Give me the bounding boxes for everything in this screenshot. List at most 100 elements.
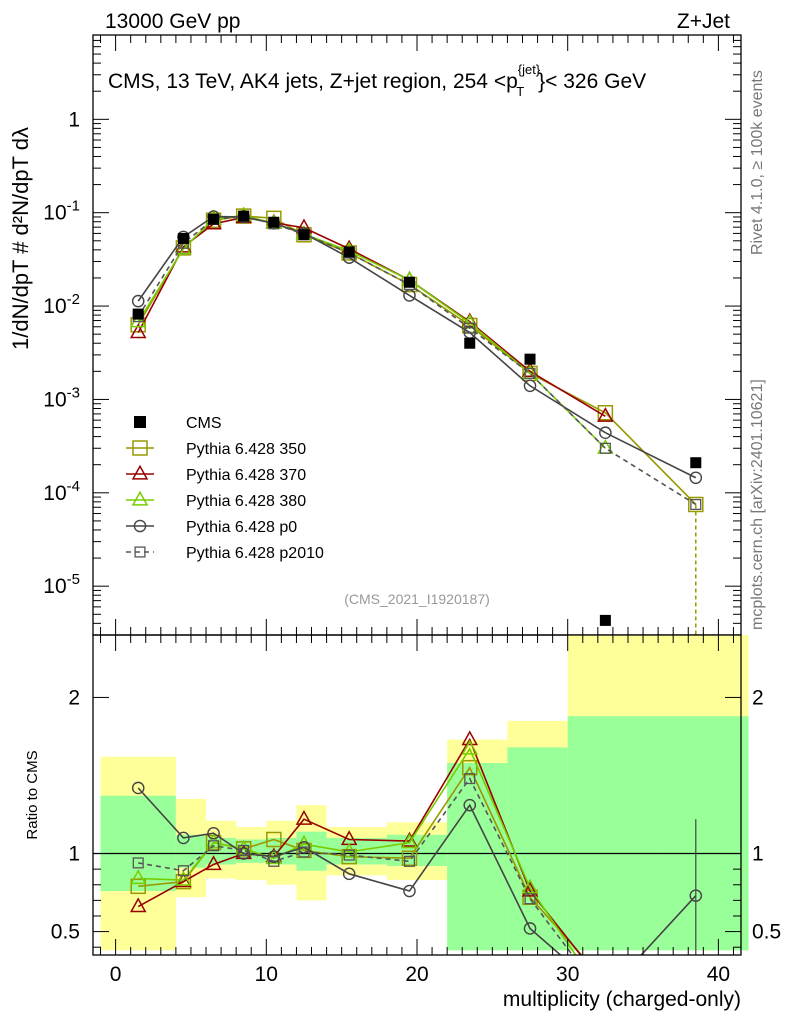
mc-marker-small-square — [208, 840, 220, 852]
series-line — [137, 215, 697, 506]
mc-marker-triangle — [295, 809, 313, 825]
rivet-version-text: Rivet 4.1.0, ≥ 100k events — [749, 70, 766, 255]
mc-marker-circle — [463, 798, 477, 812]
ratio-line — [137, 737, 582, 955]
x-tick-label: 10 — [255, 963, 278, 986]
legend-label: Pythia 6.428 p0 — [186, 519, 297, 536]
cms-data-point — [403, 276, 415, 288]
mc-marker-square — [205, 212, 222, 228]
mc-marker-small-square — [464, 773, 476, 785]
mc-marker-triangle — [461, 730, 479, 746]
cms-data-point — [464, 337, 476, 349]
legend-label: CMS — [186, 415, 222, 432]
band-green — [175, 834, 207, 868]
ratio-line — [138, 747, 577, 955]
mc-marker-triangle — [521, 881, 539, 897]
cms-data-point — [599, 614, 611, 626]
mc-marker-circle — [131, 781, 145, 795]
mc-marker-small-square — [177, 865, 189, 877]
y-tick-label: 10-3 — [43, 384, 80, 411]
cms-data-point — [238, 210, 250, 222]
mc-marker-circle — [599, 426, 612, 440]
ratio-y-tick-label: 1 — [752, 843, 764, 866]
source-text: mcplots.cern.ch [arXiv:2401.10621] — [749, 379, 766, 630]
mc-marker-small-square — [524, 367, 536, 379]
x-tick-label: 40 — [707, 963, 730, 986]
band-green — [447, 763, 508, 951]
mc-marker-square — [401, 850, 418, 866]
ratio-y-tick-label: 0.5 — [51, 921, 80, 944]
mc-marker-square — [461, 759, 478, 776]
legend-label: Pythia 6.428 380 — [186, 493, 306, 510]
ratio-y-axis-label: Ratio to CMS — [24, 750, 41, 839]
mc-marker-triangle — [205, 855, 222, 871]
mc-marker-small-square — [464, 322, 476, 334]
mc-marker-circle — [237, 847, 250, 860]
mc-marker-small-square — [268, 855, 280, 867]
mc-marker-triangle — [175, 870, 192, 886]
mc-marker-small-square — [298, 846, 310, 858]
ratio-panel-axes: 0 10 20 30 40 0.5 0.5 1 1 2 2 — [51, 635, 781, 986]
mc-marker-small-square — [690, 498, 702, 511]
mc-marker-circle — [267, 850, 281, 863]
main-y-axis-label: 1/dN/dpT # d²N/dpT dλ — [8, 127, 33, 350]
x-tick-label: 20 — [405, 963, 428, 986]
mc-marker-circle — [133, 519, 147, 533]
ratio-frame — [92, 634, 742, 956]
mc-marker-triangle — [521, 878, 539, 894]
mc-marker-small-square — [599, 442, 611, 454]
mc-marker-circle — [403, 884, 416, 898]
mc-marker-square — [266, 831, 282, 848]
mc-marker-triangle — [129, 869, 147, 885]
ratio-bands — [93, 635, 749, 951]
series-line — [137, 214, 606, 449]
mc-marker-square — [132, 440, 148, 456]
cms-data-point — [134, 416, 146, 428]
main-panel-axes: 1 10-1 10-2 10-3 10-4 10-5 — [43, 34, 741, 636]
y-tick-label: 1 — [68, 108, 80, 131]
y-tick-label: 10-2 — [43, 291, 80, 318]
x-tick-label: 0 — [110, 963, 122, 986]
main-title: CMS, 13 TeV, AK4 jets, Z+jet region, 254… — [108, 62, 646, 99]
mc-marker-triangle — [129, 323, 147, 339]
cms-data-point — [298, 229, 310, 241]
mc-marker-circle — [177, 831, 190, 845]
mc-marker-triangle — [129, 312, 147, 328]
x-axis-label: multiplicity (charged-only) — [503, 988, 741, 1011]
y-tick-label: 10-4 — [43, 478, 80, 505]
mc-marker-small-square — [403, 855, 416, 867]
cms-data-point — [690, 457, 702, 469]
legend-label: Pythia 6.428 p2010 — [186, 545, 324, 562]
cms-data-point — [524, 353, 536, 365]
mc-marker-small-square — [238, 844, 250, 856]
mc-marker-small-square — [343, 849, 355, 861]
cms-data-point — [208, 213, 220, 225]
band-green — [507, 747, 568, 951]
ratio-panel: 0 10 20 30 40 0.5 0.5 1 1 2 2 Ratio to CMS multipl… — [24, 634, 781, 1011]
mc-marker-circle — [523, 379, 537, 393]
mc-marker-small-square — [132, 857, 144, 869]
legend: CMS Pythia 6.428 350 Pythia 6.428 370 Pythi… — [126, 415, 324, 562]
analysis-reference: (CMS_2021_I1920187) — [344, 591, 490, 607]
legend-label: Pythia 6.428 370 — [186, 467, 306, 484]
ratio-y-tick-label: 1 — [68, 843, 80, 866]
mc-marker-triangle — [597, 407, 614, 422]
mc-marker-triangle — [401, 831, 418, 847]
band-green — [100, 795, 176, 891]
main-panel-data — [129, 206, 704, 635]
x-tick-label: 30 — [556, 963, 579, 986]
mc-marker-triangle — [129, 897, 147, 913]
ratio-panel-data — [129, 730, 703, 955]
cms-data-point — [268, 216, 280, 228]
ratio-y-tick-label: 0.5 — [752, 921, 781, 944]
series-line — [137, 215, 697, 506]
mc-marker-circle — [523, 922, 537, 935]
ratio-line — [138, 777, 574, 955]
cms-data-point — [132, 308, 144, 320]
mc-marker-circle — [297, 840, 311, 854]
band-green — [658, 716, 749, 951]
mc-marker-triangle — [131, 464, 149, 480]
mc-marker-circle — [689, 471, 703, 485]
legend-label: Pythia 6.428 350 — [186, 441, 306, 458]
cms-data-point — [343, 246, 355, 258]
